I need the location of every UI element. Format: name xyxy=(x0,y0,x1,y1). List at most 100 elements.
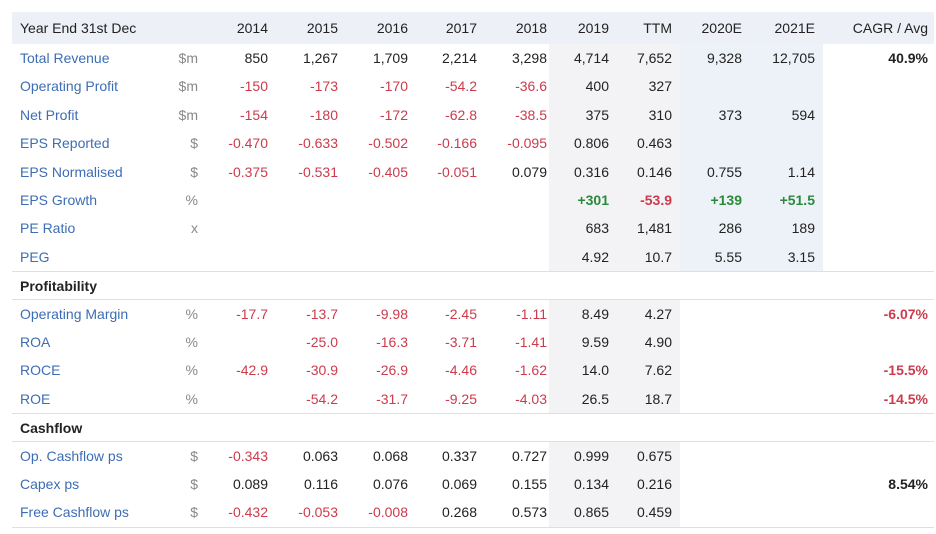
header-cell: TTM xyxy=(643,20,672,36)
value-cell: 286 xyxy=(680,214,750,243)
value-cell xyxy=(410,214,485,242)
table-bottom-border xyxy=(12,526,934,528)
row-label: Op. Cashflow ps xyxy=(20,447,123,464)
value-cell: 0.337 xyxy=(441,447,477,464)
header-cell: 2017 xyxy=(445,20,477,36)
value-cell: 40.9% xyxy=(888,50,928,66)
value-cell xyxy=(186,243,276,271)
value-cell xyxy=(750,470,823,498)
header-cell: Year End 31st Dec xyxy=(20,20,137,36)
value-cell: -26.9 xyxy=(376,362,408,379)
value-cell xyxy=(680,498,750,526)
value-cell xyxy=(270,186,346,214)
section-heading: Profitability xyxy=(12,271,934,300)
value-cell: +51.5 xyxy=(750,186,823,215)
row-label: Net Profit xyxy=(20,106,79,123)
value-cell: -36.6 xyxy=(515,78,547,95)
value-cell: -14.5% xyxy=(883,390,928,407)
row-label: Total Revenue xyxy=(20,50,110,66)
value-cell: 594 xyxy=(750,100,823,130)
header-cell: 2014 xyxy=(236,20,268,36)
value-cell: 0.116 xyxy=(304,476,338,492)
value-cell: 8.54% xyxy=(888,476,928,492)
value-cell: 0.999 xyxy=(549,441,617,470)
row-unit: $ xyxy=(190,476,198,492)
value-cell: -53.9 xyxy=(617,186,680,215)
value-cell: -62.8 xyxy=(445,106,477,123)
value-cell: -6.07% xyxy=(883,305,928,322)
value-cell xyxy=(822,101,936,129)
value-cell: 0.727 xyxy=(511,447,547,464)
value-cell xyxy=(479,243,555,271)
row-label: PEG xyxy=(20,248,50,265)
header-cell: CAGR / Avg xyxy=(852,20,928,36)
value-cell xyxy=(680,385,750,413)
value-cell: 9.59 xyxy=(549,328,617,357)
value-cell: 375 xyxy=(549,100,617,130)
value-cell xyxy=(822,243,936,271)
value-cell xyxy=(680,442,750,470)
value-cell: -0.405 xyxy=(368,163,408,180)
value-cell xyxy=(270,243,346,271)
value-cell xyxy=(750,385,823,413)
value-cell: 0.316 xyxy=(549,157,617,186)
value-cell: -173 xyxy=(309,78,338,95)
value-cell: -3.71 xyxy=(445,334,477,350)
value-cell: 9,328 xyxy=(680,44,750,73)
value-cell: 0.063 xyxy=(302,447,338,464)
value-cell: -1.62 xyxy=(515,362,547,379)
value-cell: 373 xyxy=(680,100,750,130)
value-cell xyxy=(680,356,750,384)
value-cell: 0.573 xyxy=(511,504,547,521)
value-cell: 310 xyxy=(617,100,680,130)
value-cell xyxy=(750,129,823,158)
value-cell xyxy=(186,328,276,356)
value-cell: 12,705 xyxy=(750,44,823,73)
value-cell: -0.051 xyxy=(437,163,477,180)
value-cell: 327 xyxy=(617,72,680,101)
value-cell xyxy=(822,158,936,186)
value-cell xyxy=(680,129,750,158)
header-cell: 2018 xyxy=(515,20,547,36)
value-cell: 14.0 xyxy=(549,356,617,385)
value-cell: +139 xyxy=(680,186,750,215)
row-label: EPS Reported xyxy=(20,135,110,152)
value-cell xyxy=(750,300,823,328)
value-cell: -9.98 xyxy=(376,305,408,322)
row-unit: $ xyxy=(190,504,198,521)
value-cell: 1,709 xyxy=(372,50,408,66)
value-cell: -31.7 xyxy=(376,390,408,407)
row-unit: $m xyxy=(178,106,198,123)
value-cell: 1.14 xyxy=(750,157,823,186)
value-cell xyxy=(186,385,276,413)
value-cell: 7,652 xyxy=(617,44,680,73)
value-cell xyxy=(340,243,416,271)
value-cell: -4.46 xyxy=(445,362,477,379)
value-cell: 0.079 xyxy=(511,163,547,180)
value-cell: -25.0 xyxy=(306,334,338,350)
value-cell xyxy=(410,243,485,271)
value-cell: 1,267 xyxy=(302,50,338,66)
row-unit: % xyxy=(185,390,198,407)
header-cell: 2019 xyxy=(577,20,609,36)
value-cell: 0.268 xyxy=(441,504,477,521)
value-cell: -4.03 xyxy=(515,390,547,407)
row-label: Free Cashflow ps xyxy=(20,504,129,521)
value-cell: 3.15 xyxy=(750,242,823,272)
header-cell: 2016 xyxy=(376,20,408,36)
value-cell: 0.806 xyxy=(549,129,617,158)
row-label: ROE xyxy=(20,390,51,407)
value-cell: 0.463 xyxy=(617,129,680,158)
value-cell xyxy=(186,186,276,214)
value-cell: -150 xyxy=(239,78,268,95)
value-cell: 400 xyxy=(549,72,617,101)
row-label: ROA xyxy=(20,334,51,350)
value-cell: -0.432 xyxy=(228,504,268,521)
financial-table: Year End 31st Dec 2014 2015 2016 2017 2018 201… xyxy=(12,12,934,530)
value-cell: -0.470 xyxy=(228,135,268,152)
value-cell: -9.25 xyxy=(445,390,477,407)
value-cell xyxy=(822,129,936,157)
value-cell: -42.9 xyxy=(236,362,268,379)
row-label: Operating Margin xyxy=(20,305,129,322)
